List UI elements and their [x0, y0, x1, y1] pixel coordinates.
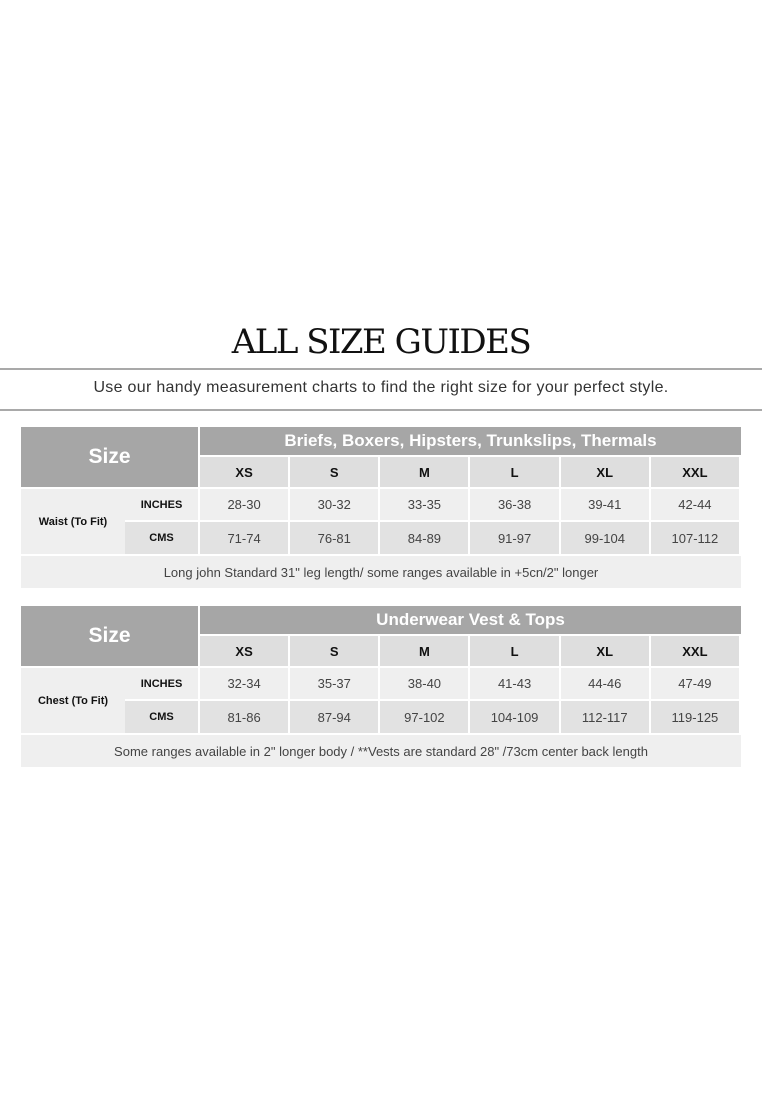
table-cell: 76-81 [290, 520, 381, 554]
size-column-header: XS [200, 457, 291, 487]
measurement-label: Chest (To Fit) [21, 666, 125, 733]
table-note: Some ranges available in 2" longer body … [21, 733, 741, 767]
table-cell: 104-109 [470, 699, 561, 733]
table-cell: 39-41 [560, 487, 651, 520]
table-cell: 81-86 [200, 699, 291, 733]
table-cell: 87-94 [290, 699, 381, 733]
size-column-header: XS [200, 636, 291, 666]
table-cell: 112-117 [560, 699, 651, 733]
table-cell: 41-43 [470, 666, 561, 699]
size-column-header: XXL [650, 457, 741, 487]
table-cell: 42-44 [650, 487, 741, 520]
size-table: Size Briefs, Boxers, Hipsters, Trunkslips… [21, 427, 741, 588]
table-cell: 30-32 [290, 487, 381, 520]
size-header: Size [21, 427, 200, 487]
size-column-header: S [290, 457, 381, 487]
table-note: Long john Standard 31" leg length/ some … [21, 554, 741, 588]
unit-label: INCHES [125, 666, 200, 699]
size-column-header: L [470, 457, 561, 487]
measurement-label: Waist (To Fit) [21, 487, 125, 554]
table-cell: 71-74 [200, 520, 291, 554]
unit-label: CMS [125, 520, 200, 554]
size-column-header: S [290, 636, 381, 666]
table-cell: 44-46 [560, 666, 651, 699]
size-column-header: XL [560, 457, 651, 487]
table-cell: 28-30 [200, 487, 291, 520]
divider [0, 368, 762, 370]
table-cell: 99-104 [560, 520, 651, 554]
size-column-header: M [380, 457, 471, 487]
size-column-header: XL [560, 636, 651, 666]
size-header: Size [21, 606, 200, 666]
category-header: Briefs, Boxers, Hipsters, Trunkslips, Th… [200, 427, 741, 457]
size-column-header: M [380, 636, 471, 666]
size-column-header: L [470, 636, 561, 666]
divider [0, 409, 762, 411]
size-column-header: XXL [650, 636, 741, 666]
table-cell: 91-97 [470, 520, 561, 554]
table-cell: 47-49 [650, 666, 741, 699]
table-cell: 119-125 [650, 699, 741, 733]
size-table: Size Underwear Vest & Tops XS S M L XL XXL Chest… [21, 606, 741, 767]
page-subtitle: Use our handy measurement charts to find… [93, 379, 669, 396]
table-cell: 33-35 [380, 487, 471, 520]
table-cell: 84-89 [380, 520, 471, 554]
table-cell: 35-37 [290, 666, 381, 699]
table-cell: 36-38 [470, 487, 561, 520]
table-cell: 107-112 [650, 520, 741, 554]
page-title: ALL SIZE GUIDES [231, 322, 532, 362]
category-header: Underwear Vest & Tops [200, 606, 741, 636]
table-cell: 97-102 [380, 699, 471, 733]
table-cell: 32-34 [200, 666, 291, 699]
table-cell: 38-40 [380, 666, 471, 699]
unit-label: CMS [125, 699, 200, 733]
unit-label: INCHES [125, 487, 200, 520]
